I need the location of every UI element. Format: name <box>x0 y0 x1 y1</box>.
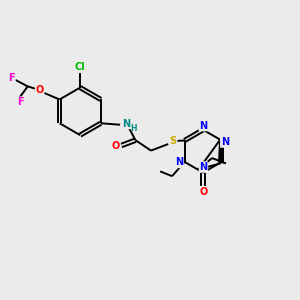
Text: O: O <box>112 141 120 151</box>
Text: N: N <box>199 162 207 172</box>
Text: N: N <box>122 118 131 128</box>
Text: S: S <box>170 136 177 146</box>
Text: N: N <box>175 158 183 167</box>
Text: H: H <box>130 124 136 133</box>
Text: F: F <box>8 73 15 83</box>
Text: O: O <box>35 85 44 95</box>
Text: N: N <box>199 121 208 130</box>
Text: O: O <box>199 187 208 196</box>
Text: F: F <box>17 97 23 107</box>
Text: Cl: Cl <box>75 62 86 72</box>
Text: N: N <box>221 137 229 147</box>
